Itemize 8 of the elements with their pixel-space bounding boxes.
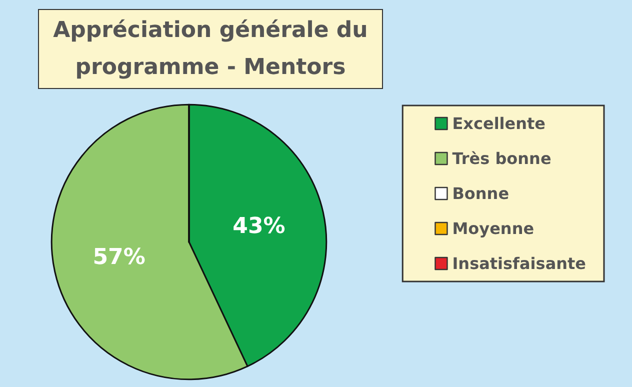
legend-label: Bonne: [452, 184, 510, 203]
legend-label: Excellente: [452, 114, 546, 133]
chart-title: Appréciation générale du programme - Mentors: [38, 9, 383, 89]
legend-label: Moyenne: [452, 219, 534, 238]
legend-label: Très bonne: [452, 149, 552, 168]
legend-label: Insatisfaisante: [452, 254, 586, 273]
data-label: 57%: [92, 245, 146, 270]
data-label: 43%: [232, 214, 286, 239]
